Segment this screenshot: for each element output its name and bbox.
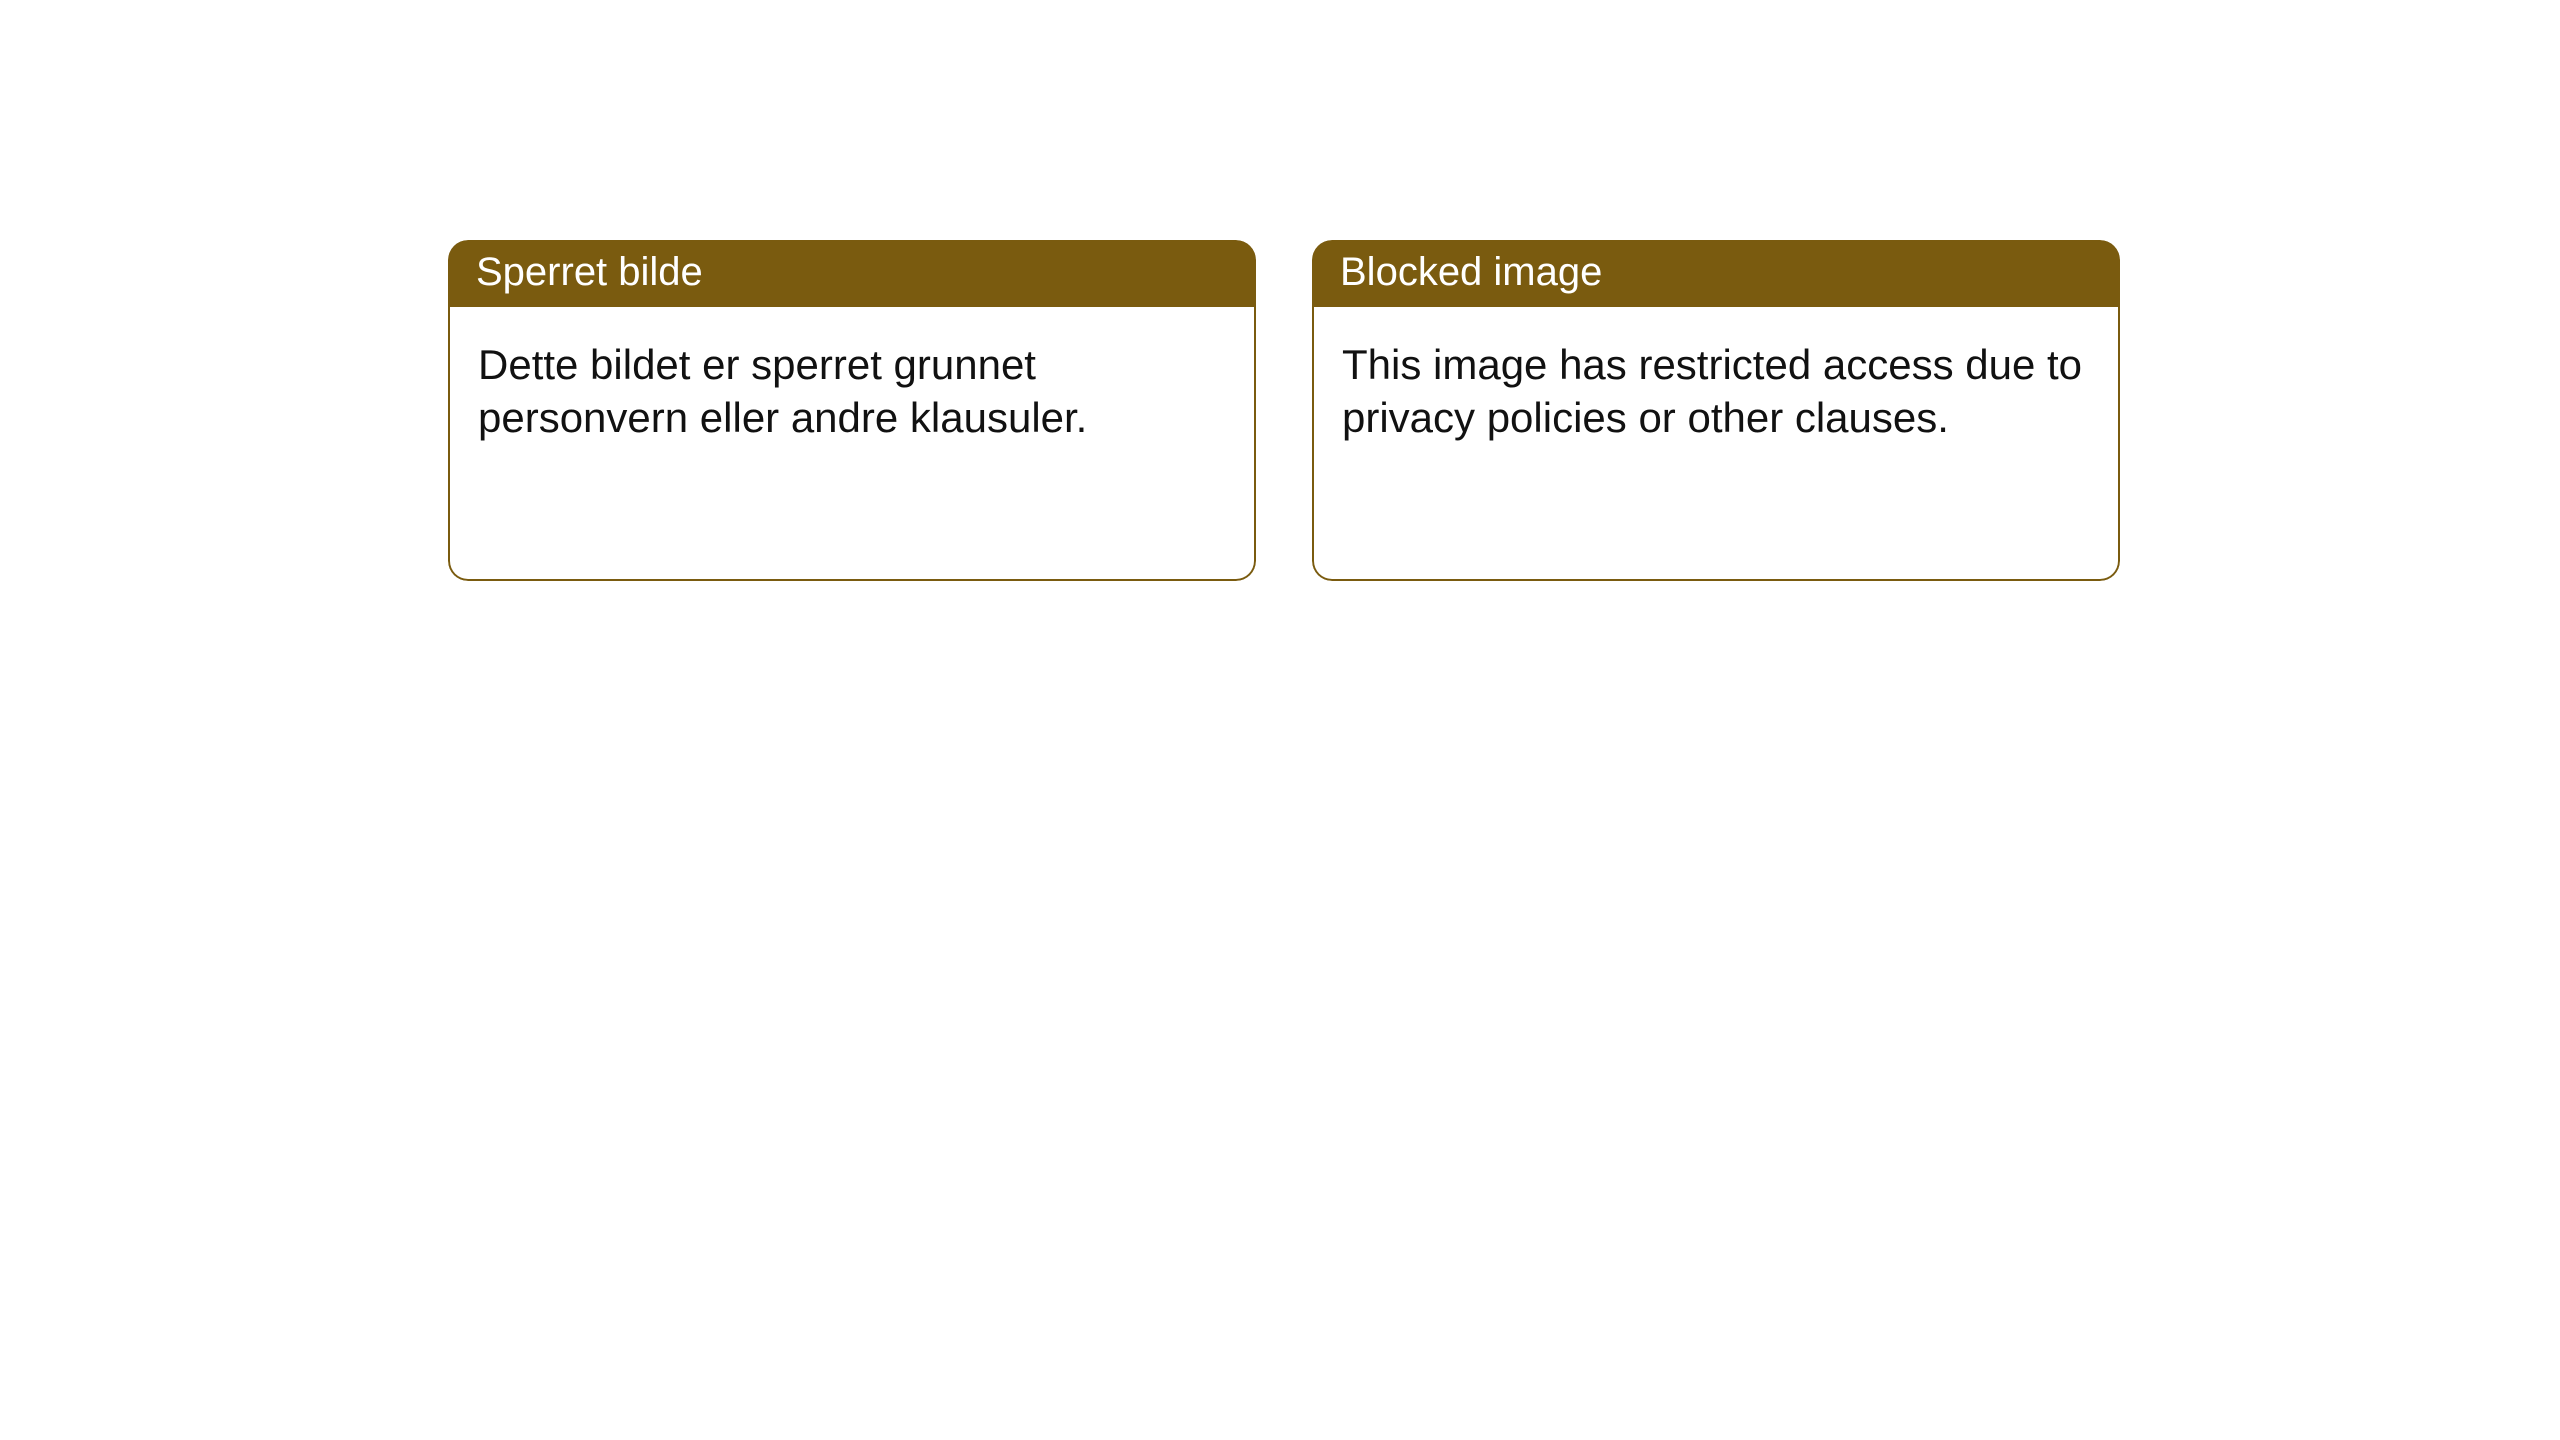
notice-card-no: Sperret bilde Dette bildet er sperret gr… xyxy=(448,240,1256,581)
notice-header-en: Blocked image xyxy=(1312,240,2120,307)
notice-body-en: This image has restricted access due to … xyxy=(1312,307,2120,581)
notice-card-en: Blocked image This image has restricted … xyxy=(1312,240,2120,581)
notice-body-no: Dette bildet er sperret grunnet personve… xyxy=(448,307,1256,581)
notice-header-no: Sperret bilde xyxy=(448,240,1256,307)
notice-container: Sperret bilde Dette bildet er sperret gr… xyxy=(0,0,2560,581)
